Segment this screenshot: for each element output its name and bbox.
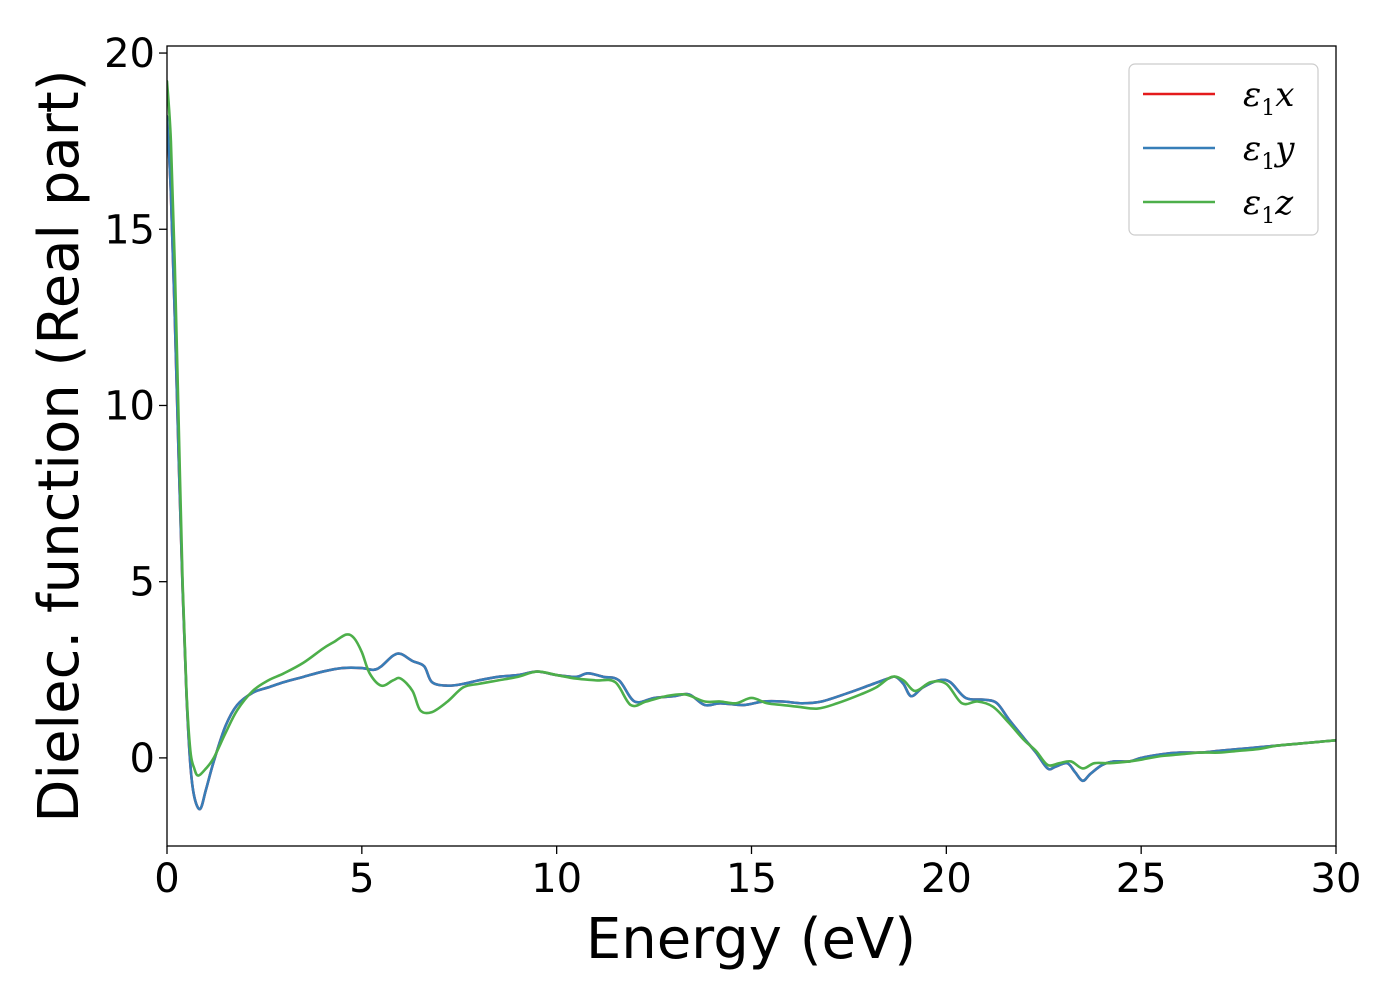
y-tick-label: 10 [104,383,155,429]
x-tick-label: 5 [349,856,374,902]
series-line-z [167,79,1336,777]
legend-label-x: ε1x [1243,75,1294,121]
legend-label-z: ε1z [1243,183,1294,229]
x-axis: 0 5 10 15 20 25 30 [154,846,1361,902]
y-axis: 0 5 10 15 20 [104,31,167,782]
x-tick-label: 25 [1116,856,1167,902]
series-layer [167,79,1336,811]
y-tick-label: 0 [130,736,155,782]
x-tick-label: 10 [531,856,582,902]
x-tick-label: 0 [154,856,179,902]
legend-frame [1128,63,1319,236]
y-axis-title: Dielec. function (Real part) [27,69,92,822]
y-tick-label: 15 [104,207,155,253]
legend-label-y: ε1y [1243,129,1295,175]
x-tick-label: 15 [726,856,777,902]
legend: ε1x ε1y ε1z [1128,63,1319,236]
x-axis-title: Energy (eV) [586,907,916,972]
x-tick-label: 30 [1311,856,1362,902]
y-tick-label: 5 [130,560,155,606]
x-tick-label: 20 [921,856,972,902]
y-tick-label: 20 [104,31,155,77]
